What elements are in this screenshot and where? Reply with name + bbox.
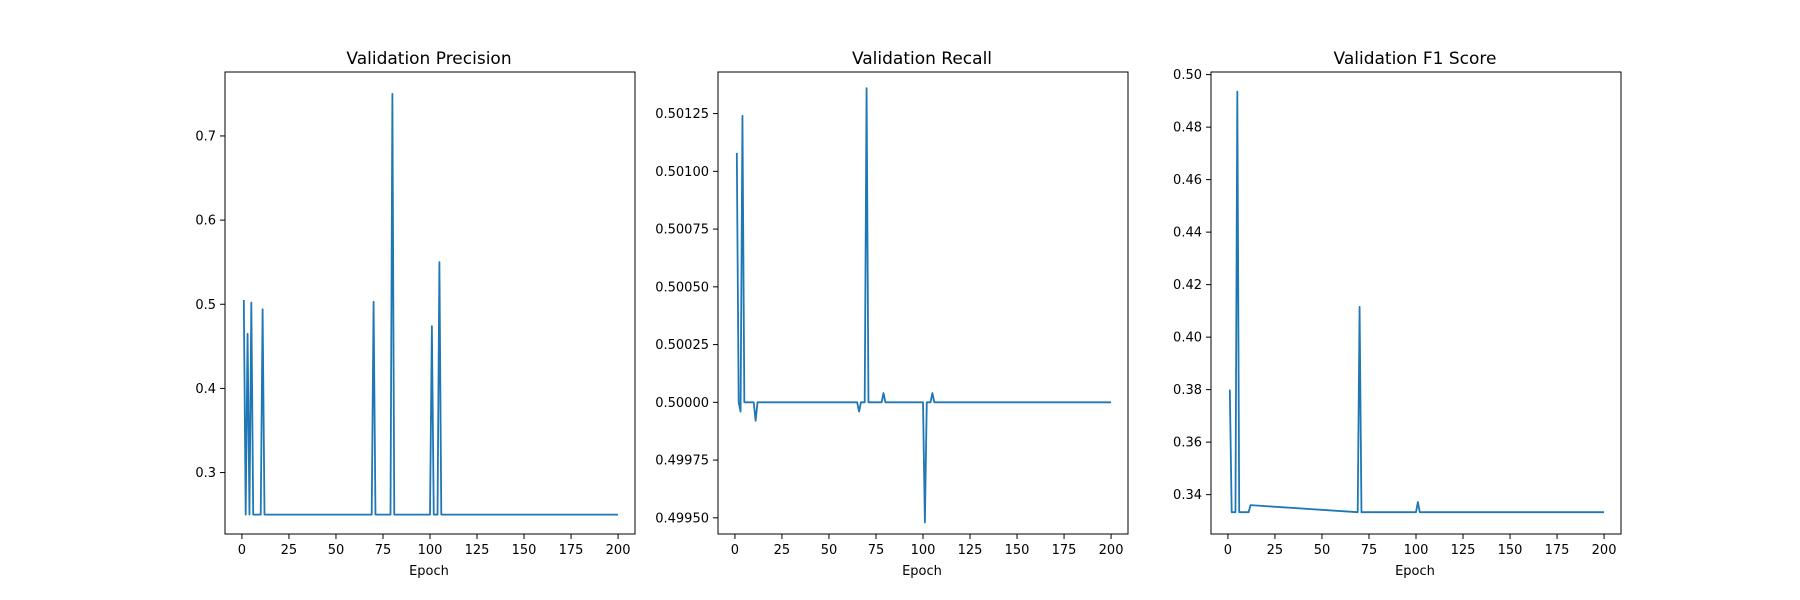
x-tick-label: 50 bbox=[328, 543, 345, 558]
x-axis-label: Epoch bbox=[902, 564, 942, 579]
x-tick-label: 125 bbox=[465, 543, 490, 558]
x-tick-label: 100 bbox=[911, 543, 936, 558]
y-tick-label: 0.34 bbox=[1173, 488, 1202, 503]
y-tick-label: 0.38 bbox=[1173, 383, 1202, 398]
series-line bbox=[242, 92, 619, 516]
y-tick-label: 0.4 bbox=[195, 382, 216, 397]
axis-ticks: 0 25 50 75 100 125 150 175 200 0.49950 0.49975 0.50… bbox=[655, 107, 1123, 558]
chart-title: Validation Recall bbox=[852, 49, 992, 69]
y-tick-label: 0.7 bbox=[195, 129, 216, 144]
y-tick-label: 0.36 bbox=[1173, 436, 1202, 451]
y-tick-label: 0.46 bbox=[1173, 173, 1202, 188]
x-tick-label: 75 bbox=[1361, 543, 1378, 558]
axis-ticks: 0 25 50 75 100 125 150 175 200 0.3 0.4 0.5 0.6 0.7 bbox=[195, 129, 630, 558]
x-tick-label: 50 bbox=[821, 543, 838, 558]
x-tick-label: 175 bbox=[1545, 543, 1570, 558]
x-tick-label: 175 bbox=[559, 543, 584, 558]
y-tick-label: 0.49975 bbox=[655, 454, 709, 469]
x-axis-label: Epoch bbox=[409, 564, 449, 579]
x-axis-label: Epoch bbox=[1395, 564, 1435, 579]
x-tick-label: 50 bbox=[1314, 543, 1331, 558]
x-tick-label: 150 bbox=[1498, 543, 1523, 558]
x-tick-label: 25 bbox=[774, 543, 791, 558]
x-tick-label: 0 bbox=[238, 543, 246, 558]
y-tick-label: 0.48 bbox=[1173, 121, 1202, 136]
series-group bbox=[735, 87, 1112, 524]
f1-score-chart-panel: Validation F1 Score 0 25 50 75 100 125 150 175 2… bbox=[1173, 49, 1622, 579]
y-tick-label: 0.50025 bbox=[655, 338, 709, 353]
y-tick-label: 0.44 bbox=[1173, 226, 1202, 241]
x-tick-label: 100 bbox=[1404, 543, 1429, 558]
x-tick-label: 25 bbox=[281, 543, 298, 558]
x-tick-label: 150 bbox=[512, 543, 537, 558]
series-line bbox=[735, 87, 1112, 524]
y-tick-label: 0.6 bbox=[195, 214, 216, 229]
x-tick-label: 200 bbox=[1099, 543, 1124, 558]
y-tick-label: 0.49950 bbox=[655, 511, 709, 526]
series-group bbox=[1228, 90, 1605, 514]
x-tick-label: 150 bbox=[1005, 543, 1030, 558]
series-line bbox=[1228, 90, 1605, 514]
recall-chart-panel: Validation Recall 0 25 50 75 100 125 150 175 200… bbox=[655, 49, 1129, 579]
x-tick-label: 200 bbox=[1592, 543, 1617, 558]
y-tick-label: 0.50000 bbox=[655, 396, 709, 411]
precision-chart-panel: Validation Precision 0 25 50 75 100 125 150 175… bbox=[195, 49, 636, 579]
y-tick-label: 0.50125 bbox=[655, 107, 709, 122]
y-tick-label: 0.50100 bbox=[655, 165, 709, 180]
x-tick-label: 125 bbox=[1451, 543, 1476, 558]
x-tick-label: 200 bbox=[606, 543, 631, 558]
y-tick-label: 0.50050 bbox=[655, 280, 709, 295]
axis-ticks: 0 25 50 75 100 125 150 175 200 0.34 0.36 0.38 0.40 0.… bbox=[1173, 68, 1616, 558]
chart-title: Validation Precision bbox=[346, 49, 511, 69]
x-tick-label: 100 bbox=[418, 543, 443, 558]
axes-frame bbox=[224, 71, 636, 535]
y-tick-label: 0.50 bbox=[1173, 68, 1202, 83]
axes-frame bbox=[717, 71, 1129, 535]
y-tick-label: 0.42 bbox=[1173, 278, 1202, 293]
x-tick-label: 25 bbox=[1267, 543, 1284, 558]
chart-title: Validation F1 Score bbox=[1334, 49, 1497, 69]
series-group bbox=[242, 92, 619, 516]
x-tick-label: 175 bbox=[1052, 543, 1077, 558]
axes-frame bbox=[1210, 71, 1622, 535]
x-tick-label: 0 bbox=[731, 543, 739, 558]
y-tick-label: 0.3 bbox=[195, 466, 216, 481]
x-tick-label: 75 bbox=[375, 543, 392, 558]
x-tick-label: 0 bbox=[1224, 543, 1232, 558]
x-tick-label: 75 bbox=[868, 543, 885, 558]
y-tick-label: 0.50075 bbox=[655, 223, 709, 238]
y-tick-label: 0.40 bbox=[1173, 331, 1202, 346]
y-tick-label: 0.5 bbox=[195, 298, 216, 313]
x-tick-label: 125 bbox=[958, 543, 983, 558]
